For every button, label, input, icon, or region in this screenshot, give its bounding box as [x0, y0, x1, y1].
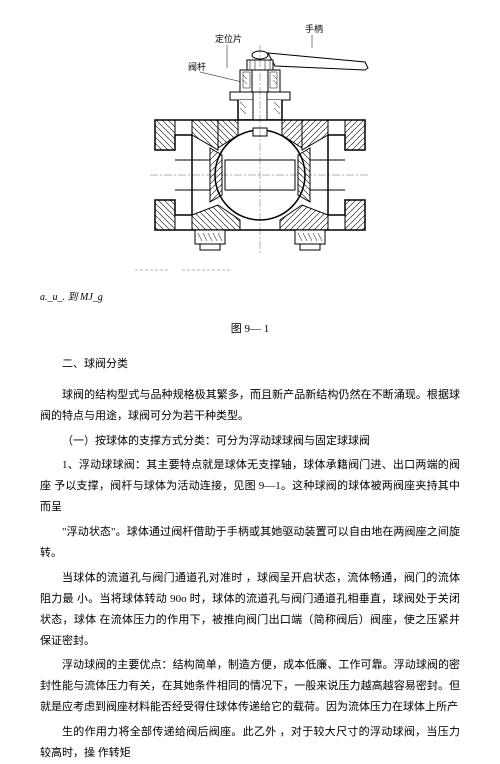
label-stem: 阀杆 — [188, 61, 206, 72]
sub-heading-2: 1、浮动球球阀：其主要特点就是球体无支撑轴，球体承籍阀门进、出口两端的阀座 予以… — [40, 455, 460, 518]
sub-heading-1: （一）按球体的支撑方式分类：可分为浮动球球阀与固定球球阀 — [40, 431, 460, 452]
paragraph-4: 浮动球阀的主要优点：结构简单，制造方便，成本低廉、工作可靠。浮动球阀的密 封性能… — [40, 655, 460, 718]
paragraph-2: "浮动状态"。球体通过阀杆借助于手柄或其她驱动装置可以自由地在两阀座之间旋转。 — [40, 522, 460, 564]
figure-caption: 图 9— 1 — [40, 319, 460, 340]
section-heading: 二、球阀分类 — [40, 354, 460, 375]
paragraph-1: 球阀的结构型式与品种规格极其繁多，而且新产品新结构仍然在不断涌现。根据球 阀的特… — [40, 385, 460, 427]
paragraph-3: 当球体的流道孔与阀门通道孔对准时 ，球阀呈开启状态，流体畅通，阀门的流体阻力最 … — [40, 568, 460, 652]
label-position: 定位片 — [215, 33, 242, 44]
paragraph-5: 生的作用力将全部传递给阀后阀座。此乙外 ，对于较大尺寸的浮动球阀，当压力较高时，… — [40, 722, 460, 764]
diagram-container: 手柄 定位片 阀杆 — [40, 20, 460, 280]
valve-diagram: 手柄 定位片 阀杆 — [110, 20, 390, 280]
diagram-bottom-label: a._u_. 到 MJ_g — [40, 288, 460, 307]
label-handle: 手柄 — [305, 23, 323, 34]
